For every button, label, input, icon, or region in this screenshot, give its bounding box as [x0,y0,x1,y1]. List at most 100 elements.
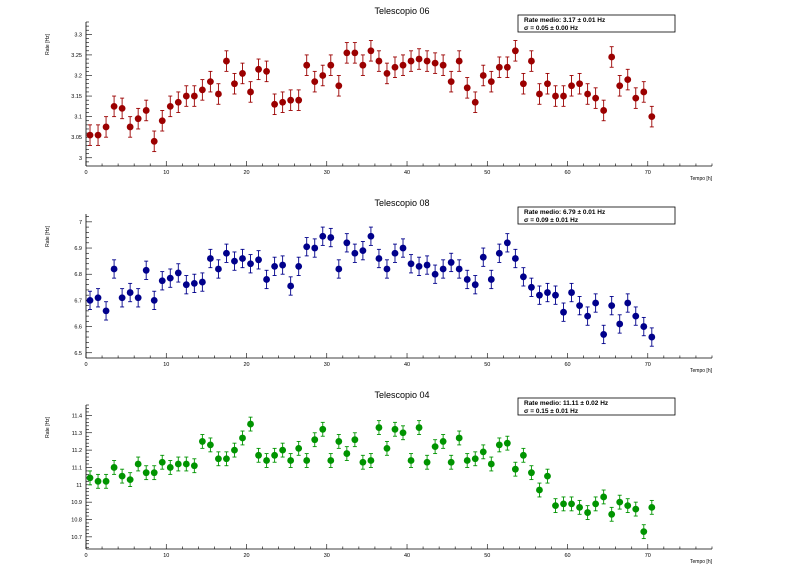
data-marker [351,49,359,57]
data-marker [166,274,174,282]
data-marker [608,302,616,310]
data-point [383,259,391,279]
data-point [544,282,551,303]
data-point [94,473,102,489]
data-point [367,453,375,468]
data-point [351,42,359,64]
data-point [632,306,640,326]
data-point [640,81,648,103]
x-tick-label: 60 [564,170,570,176]
data-point [463,453,471,468]
data-point [263,269,270,290]
data-marker [471,281,479,289]
data-point [231,72,238,95]
data-marker [640,528,648,536]
data-point [198,434,206,449]
data-marker [399,429,407,437]
chart-panel-1: Telescopio 06 0 10 20 30 40 50 60 70 3 3.05 3.1 3.15… [45,6,713,182]
data-point [624,498,632,514]
data-marker [206,255,214,262]
x-tick-label: 70 [645,553,651,559]
data-marker [303,243,311,251]
data-point [174,263,182,283]
data-marker [311,244,319,252]
data-point [134,107,142,130]
data-marker [423,57,431,65]
x-tick-label: 30 [324,553,330,559]
data-marker [431,443,439,451]
data-point [271,256,279,276]
data-marker [600,107,608,114]
data-point [519,72,527,95]
y-tick-label: 3.25 [71,53,82,59]
data-marker [455,57,463,65]
x-axis-title: Tempo [h] [690,368,713,374]
data-marker [279,261,287,269]
data-marker [239,255,246,262]
data-point [182,456,190,472]
data-marker [110,102,118,110]
data-point [592,293,600,313]
data-marker [503,439,511,447]
data-marker [247,420,254,428]
data-point [182,85,190,107]
x-tick-label: 0 [84,553,87,559]
data-point [118,468,126,484]
data-marker [351,436,359,444]
data-point [295,440,303,456]
data-point [552,498,559,514]
data-point [134,288,142,308]
data-marker [295,96,303,104]
data-point [511,248,519,269]
data-point [511,40,519,62]
data-marker [198,438,206,445]
y-tick-label: 10.9 [71,500,82,506]
data-point [215,259,222,279]
data-point [511,461,519,477]
data-marker [303,457,311,464]
data-marker [447,78,455,86]
data-point [343,446,351,461]
data-point [423,50,431,72]
data-marker [632,505,640,513]
x-tick-label: 50 [484,170,490,176]
data-marker [319,72,327,79]
data-point [528,277,535,297]
data-point [158,110,166,132]
data-point [471,275,479,295]
chart-title: Telescopio 06 [374,6,429,16]
data-marker [319,425,327,433]
data-point [359,54,367,76]
data-point [239,430,246,446]
data-point [632,87,640,109]
data-marker [552,92,559,100]
data-point [383,62,391,85]
data-point [215,451,222,467]
data-marker [560,500,567,508]
data-point [247,416,254,432]
y-tick-label: 10.8 [71,518,82,524]
data-point [576,499,583,515]
data-marker [255,256,262,264]
data-marker [174,98,182,106]
data-marker [439,61,447,69]
data-marker [263,457,270,464]
data-marker [391,63,399,71]
y-tick-label: 6.7 [74,298,82,304]
data-marker [190,462,198,470]
data-point [431,439,439,455]
data-marker [487,460,495,468]
data-point [616,75,624,97]
data-point [343,42,351,64]
data-point [399,425,407,441]
data-marker [102,477,110,485]
data-marker [134,115,142,123]
data-marker [158,458,166,466]
data-marker [215,455,222,463]
data-marker [375,255,383,262]
data-point [439,434,447,449]
data-point [455,50,463,72]
x-tick-label: 40 [404,170,410,176]
data-point [247,81,254,103]
data-marker [375,424,383,431]
